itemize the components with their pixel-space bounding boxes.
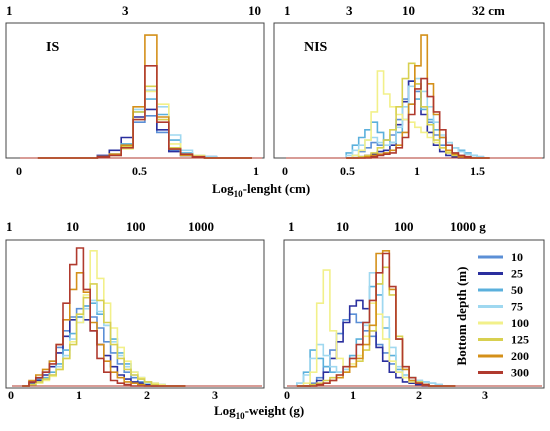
- top-tick-label: 1: [284, 3, 291, 18]
- top-tick-label: 1000 g: [450, 219, 486, 234]
- bottom-tick-label: 1.5: [470, 164, 485, 178]
- bottom-tick-label: 1: [253, 164, 259, 178]
- legend-title: Bottom depth (m): [454, 267, 469, 366]
- series-line-300: [22, 247, 186, 387]
- top-tick-label: 10: [248, 3, 261, 18]
- bottom-tick-label: 0.5: [132, 164, 147, 178]
- bottom-tick-label: 0: [16, 164, 22, 178]
- x-axis-label-length: Log10-lenght (cm): [212, 181, 310, 199]
- panel-frame-weight-right: [283, 239, 545, 389]
- bottom-tick-label: 0: [282, 164, 288, 178]
- bottom-tick-label: 1: [350, 388, 356, 402]
- legend-label: 50: [511, 283, 523, 297]
- legend: Bottom depth (m) 10 25 50 75 100 125 200 300: [454, 250, 529, 380]
- bottom-tick-label: 2: [416, 388, 422, 402]
- top-tick-label: 100: [394, 219, 414, 234]
- top-tick-label: 3: [346, 3, 353, 18]
- top-tick-label: 32 cm: [472, 3, 505, 18]
- bottom-tick-label: 1: [76, 388, 82, 402]
- top-tick-label: 3: [122, 3, 129, 18]
- top-tick-label: 10: [336, 219, 349, 234]
- top-tick-label: 1000: [188, 219, 214, 234]
- top-tick-label: 1: [6, 3, 13, 18]
- series-line-125: [296, 266, 456, 387]
- x-axis-label-weight: Log10-weight (g): [214, 403, 304, 421]
- bottom-tick-label: 1: [414, 164, 420, 178]
- legend-label: 100: [511, 316, 529, 330]
- legend-label: 75: [511, 300, 523, 314]
- panel-label-nis: NIS: [304, 40, 328, 55]
- panel-frame-is: [5, 22, 265, 159]
- panel-frame-weight-left: [5, 239, 265, 389]
- series-line-125: [22, 283, 186, 387]
- top-tick-label: 10: [66, 219, 79, 234]
- bottom-tick-label: 3: [212, 388, 218, 402]
- top-tick-label: 1: [288, 219, 295, 234]
- top-tick-label: 10: [402, 3, 415, 18]
- legend-label: 300: [511, 366, 529, 380]
- bottom-tick-label: 0: [8, 388, 14, 402]
- top-tick-label: 100: [126, 219, 146, 234]
- legend-label: 125: [511, 333, 529, 347]
- legend-label: 10: [511, 250, 523, 264]
- legend-label: 25: [511, 267, 523, 281]
- panel-label-is: IS: [46, 40, 59, 55]
- legend-label: 200: [511, 349, 529, 363]
- series-line-300: [346, 77, 490, 159]
- bottom-tick-label: 3: [482, 388, 488, 402]
- series-line-75: [296, 272, 456, 387]
- series-line-300: [296, 252, 456, 387]
- bottom-tick-label: 0.5: [340, 164, 355, 178]
- bottom-tick-label: 0: [284, 388, 290, 402]
- series-layer: [12, 34, 542, 387]
- legend-items: 10 25 50 75 100 125 200 300: [478, 250, 529, 380]
- series-line-300: [37, 65, 252, 159]
- top-tick-label: 1: [6, 219, 13, 234]
- bottom-tick-label: 2: [144, 388, 150, 402]
